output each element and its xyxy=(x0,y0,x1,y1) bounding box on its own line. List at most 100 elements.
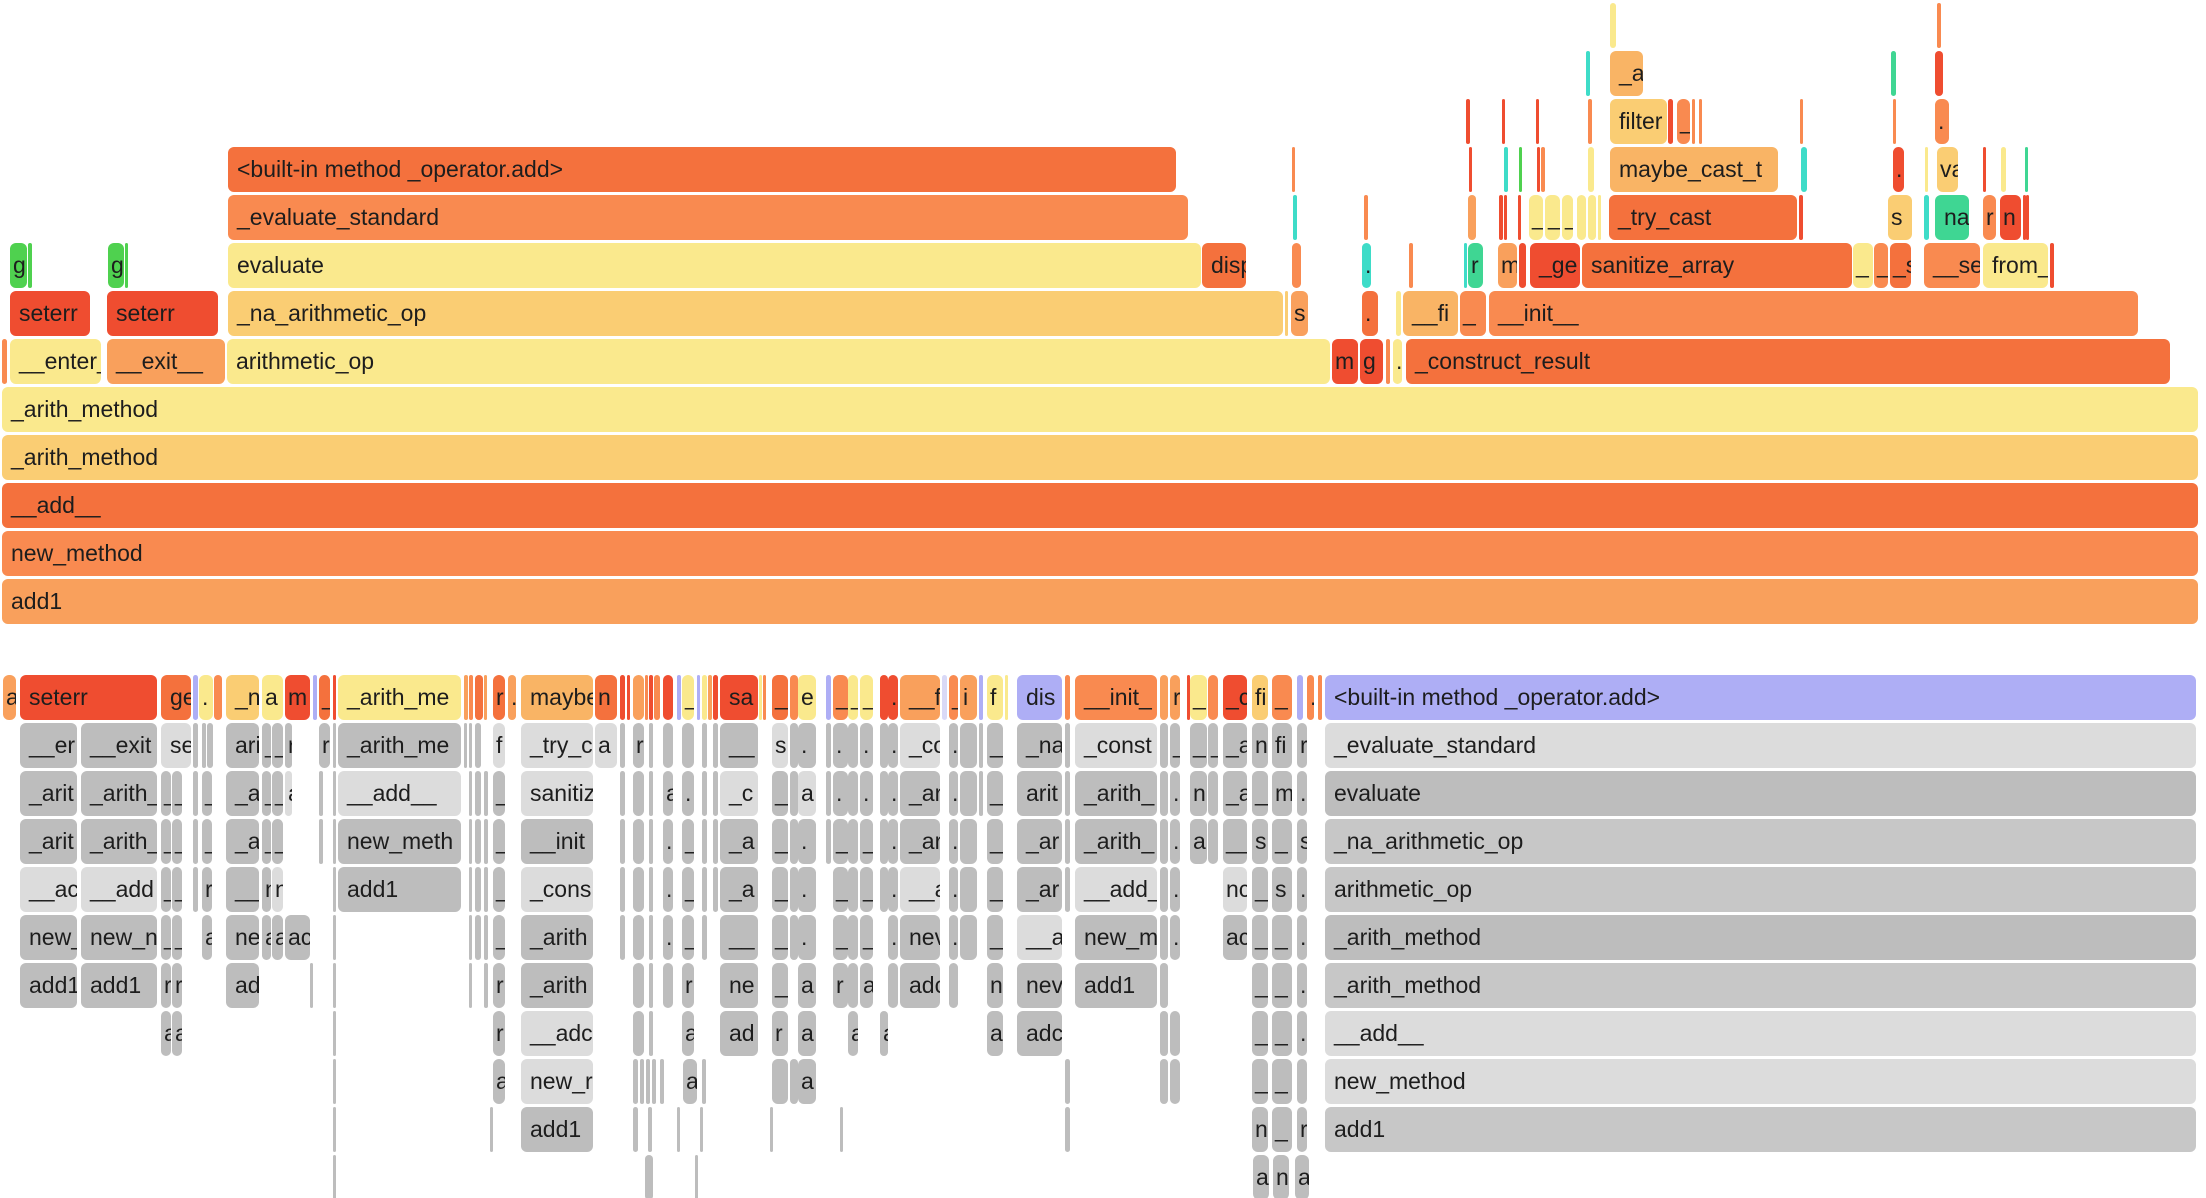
flame-bar[interactable]: e xyxy=(798,675,816,720)
flame-bar[interactable]: sa xyxy=(720,675,758,720)
flame-bar[interactable] xyxy=(790,819,798,864)
flame-bar[interactable] xyxy=(790,723,798,768)
flame-bar[interactable]: a xyxy=(595,723,617,768)
flame-bar[interactable]: _ xyxy=(1272,819,1292,864)
flame-bar[interactable] xyxy=(960,819,977,864)
flame-bar[interactable]: . xyxy=(484,819,488,864)
flame-bar[interactable]: . xyxy=(663,915,673,960)
flame-bar[interactable]: a xyxy=(1253,1155,1269,1198)
flame-bar[interactable] xyxy=(848,867,858,912)
flame-bar[interactable]: . xyxy=(949,915,958,960)
flame-bar[interactable] xyxy=(880,771,888,816)
flame-bar[interactable] xyxy=(469,819,472,864)
flame-bar[interactable] xyxy=(633,1011,644,1056)
flame-bar[interactable]: __a xyxy=(1017,915,1062,960)
flame-bar[interactable]: new_method xyxy=(1325,1059,2196,1104)
flame-bar[interactable]: from_ xyxy=(1983,243,2048,288)
flame-bar[interactable]: r xyxy=(833,963,848,1008)
flame-bar[interactable]: __enter__ xyxy=(10,339,101,384)
flame-bar[interactable] xyxy=(1170,1059,1180,1104)
flame-bar[interactable] xyxy=(333,1107,336,1152)
flame-bar[interactable]: _ xyxy=(1529,195,1543,240)
flame-bar[interactable] xyxy=(1536,99,1539,144)
flame-bar[interactable]: s xyxy=(772,723,788,768)
flame-bar[interactable]: . xyxy=(508,675,516,720)
flame-bar[interactable]: a xyxy=(262,915,271,960)
flame-bar[interactable] xyxy=(1160,915,1168,960)
flame-bar[interactable] xyxy=(1065,1059,1070,1104)
flame-bar[interactable]: seterr xyxy=(10,291,90,336)
flame-bar[interactable] xyxy=(848,819,858,864)
flame-bar[interactable]: _a xyxy=(226,771,259,816)
flame-bar[interactable] xyxy=(464,675,468,720)
flame-bar[interactable]: . xyxy=(1307,675,1314,720)
flame-bar[interactable]: _ xyxy=(860,915,873,960)
flame-bar[interactable] xyxy=(702,1059,706,1104)
flame-bar[interactable] xyxy=(1800,99,1803,144)
flame-bar[interactable]: _arit xyxy=(20,819,77,864)
flame-bar[interactable] xyxy=(713,675,718,720)
flame-bar[interactable]: . xyxy=(1393,339,1402,384)
flame-bar[interactable] xyxy=(826,675,831,720)
flame-bar[interactable]: . xyxy=(833,723,848,768)
flame-bar[interactable]: _ xyxy=(860,867,873,912)
flame-bar[interactable]: a xyxy=(1190,819,1207,864)
flame-bar[interactable] xyxy=(1297,675,1303,720)
flame-bar[interactable] xyxy=(1005,675,1008,720)
flame-bar[interactable]: nev xyxy=(900,915,940,960)
flame-bar[interactable]: _ xyxy=(833,915,848,960)
flame-bar[interactable] xyxy=(475,915,481,960)
flame-bar[interactable] xyxy=(682,723,694,768)
flame-bar[interactable]: __add__ xyxy=(338,771,461,816)
flame-bar[interactable]: _ xyxy=(161,867,171,912)
flame-bar[interactable] xyxy=(1466,99,1470,144)
flame-bar[interactable]: maybe_cast_t xyxy=(1610,147,1778,192)
flame-bar[interactable]: _cons xyxy=(521,867,593,912)
flame-bar[interactable] xyxy=(1469,147,1472,192)
flame-bar[interactable]: nev xyxy=(1017,963,1062,1008)
flame-bar[interactable]: _arith_method xyxy=(1325,915,2196,960)
flame-bar[interactable]: _ xyxy=(682,867,694,912)
flame-bar[interactable]: _ xyxy=(172,867,182,912)
flame-bar[interactable]: r xyxy=(1468,243,1483,288)
flame-bar[interactable] xyxy=(475,867,481,912)
flame-bar[interactable]: __er xyxy=(20,723,77,768)
flame-bar[interactable] xyxy=(697,675,700,720)
flame-bar[interactable] xyxy=(319,819,323,864)
flame-bar[interactable]: _ xyxy=(1252,771,1268,816)
flame-bar[interactable]: __adc xyxy=(521,1011,593,1056)
flame-bar[interactable] xyxy=(649,771,653,816)
flame-bar[interactable]: . xyxy=(1297,771,1307,816)
flame-bar[interactable] xyxy=(1502,99,1505,144)
flame-bar[interactable]: __add__ xyxy=(2,483,2198,528)
flame-bar[interactable]: _try_c xyxy=(521,723,593,768)
flame-bar[interactable] xyxy=(333,675,336,720)
flame-bar[interactable] xyxy=(1065,675,1070,720)
flame-bar[interactable]: va xyxy=(1937,147,1958,192)
flame-bar[interactable] xyxy=(1537,147,1540,192)
flame-bar[interactable] xyxy=(848,723,858,768)
flame-bar[interactable] xyxy=(790,771,798,816)
flame-bar[interactable]: _s xyxy=(1890,243,1911,288)
flame-bar[interactable]: . xyxy=(888,723,898,768)
flame-bar[interactable] xyxy=(1160,867,1168,912)
flame-bar[interactable]: n xyxy=(1252,1107,1268,1152)
flame-bar[interactable] xyxy=(620,771,625,816)
flame-bar[interactable]: . xyxy=(798,915,816,960)
flame-bar[interactable]: fi xyxy=(1272,723,1292,768)
flame-bar[interactable]: . xyxy=(663,867,673,912)
flame-bar[interactable]: _ar xyxy=(900,819,940,864)
flame-bar[interactable]: _ xyxy=(1677,99,1690,144)
flame-bar[interactable]: _evaluate_standard xyxy=(1325,723,2196,768)
flame-bar[interactable]: . xyxy=(1297,867,1307,912)
flame-bar[interactable]: . xyxy=(949,771,958,816)
flame-bar[interactable]: . xyxy=(1170,915,1180,960)
flame-bar[interactable]: __ xyxy=(226,867,259,912)
flame-bar[interactable] xyxy=(826,771,831,816)
flame-bar[interactable] xyxy=(949,963,958,1008)
flame-bar[interactable]: . xyxy=(1935,99,1949,144)
flame-bar[interactable]: m xyxy=(1498,243,1517,288)
flame-bar[interactable]: _ xyxy=(1562,195,1573,240)
flame-bar[interactable]: _ xyxy=(682,675,694,720)
flame-bar[interactable]: new_m xyxy=(1075,915,1157,960)
